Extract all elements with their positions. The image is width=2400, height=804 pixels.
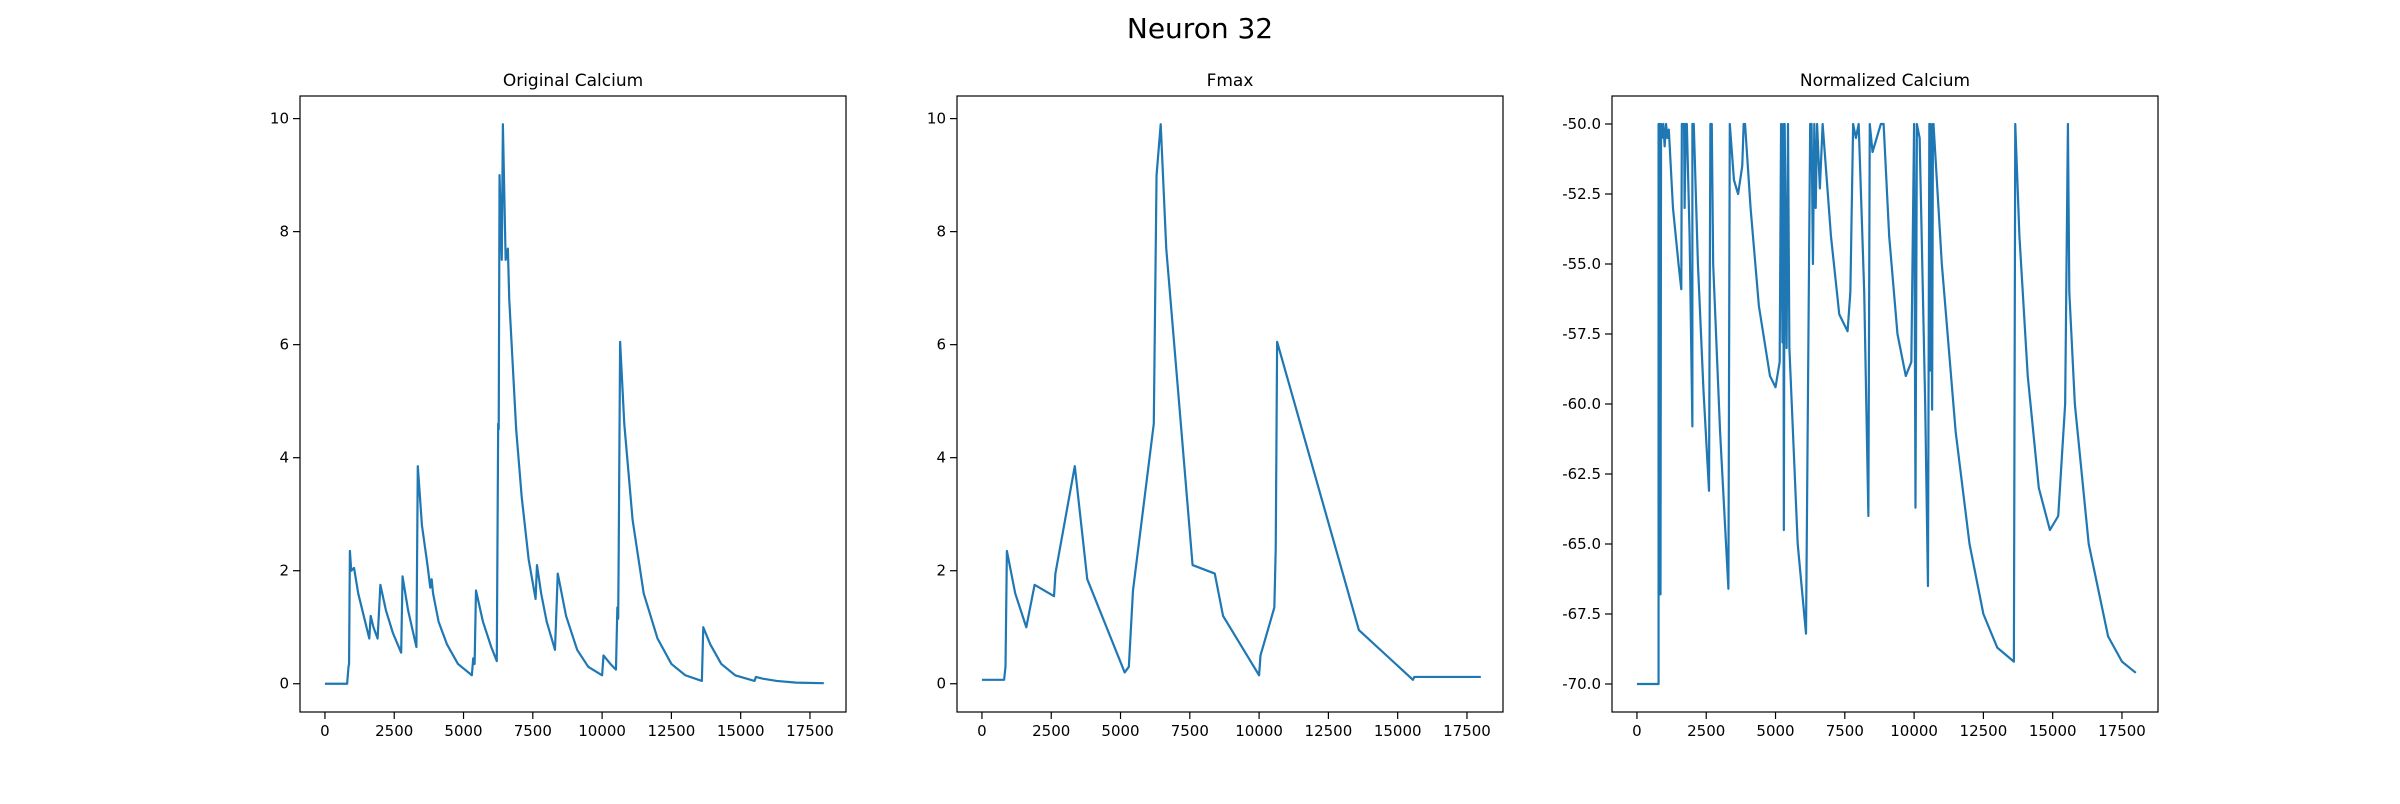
subplot-title: Original Calcium [503, 71, 643, 91]
x-tick-label: 0 [320, 722, 330, 740]
x-tick-label: 12500 [1960, 722, 2008, 740]
y-tick-label: -55.0 [1562, 255, 1601, 273]
y-tick-label: -67.5 [1562, 605, 1601, 623]
subplot-title: Fmax [1207, 71, 1254, 91]
x-tick-label: 10000 [1235, 722, 1283, 740]
y-tick-label: 10 [270, 110, 289, 128]
x-tick-label: 12500 [1305, 722, 1353, 740]
x-tick-label: 0 [977, 722, 987, 740]
x-tick-label: 7500 [1171, 722, 1209, 740]
data-line [981, 123, 1481, 681]
axes-frame [1611, 95, 2159, 713]
x-tick-label: 7500 [514, 722, 552, 740]
axes-frame [956, 95, 1504, 713]
x-tick-label: 10000 [578, 722, 626, 740]
y-tick-label: 10 [927, 110, 946, 128]
x-tick-label: 15000 [2029, 722, 2077, 740]
x-tick-label: 5000 [444, 722, 482, 740]
y-tick-label: 4 [279, 449, 289, 467]
x-tick-label: 17500 [2098, 722, 2146, 740]
x-tick-label: 7500 [1826, 722, 1864, 740]
y-tick-label: -65.0 [1562, 535, 1601, 553]
x-tick-label: 2500 [1032, 722, 1070, 740]
subplot-title: Normalized Calcium [1800, 71, 1970, 91]
y-tick-label: -50.0 [1562, 115, 1601, 133]
x-tick-label: 5000 [1756, 722, 1794, 740]
y-tick-label: -52.5 [1562, 185, 1601, 203]
x-tick-label: 15000 [1374, 722, 1422, 740]
x-tick-label: 15000 [717, 722, 765, 740]
y-tick-label: 8 [936, 223, 946, 241]
x-tick-label: 17500 [1443, 722, 1491, 740]
x-tick-label: 17500 [786, 722, 834, 740]
y-tick-label: 8 [279, 223, 289, 241]
y-tick-label: 6 [279, 336, 289, 354]
x-tick-label: 2500 [1687, 722, 1725, 740]
y-tick-label: -62.5 [1562, 465, 1601, 483]
y-tick-label: 0 [279, 675, 289, 693]
x-tick-label: 5000 [1101, 722, 1139, 740]
x-tick-label: 0 [1632, 722, 1642, 740]
x-tick-label: 12500 [648, 722, 696, 740]
y-tick-label: 4 [936, 449, 946, 467]
x-tick-label: 2500 [375, 722, 413, 740]
y-tick-label: -70.0 [1562, 675, 1601, 693]
y-tick-label: 2 [936, 562, 946, 580]
figure-title: Neuron 32 [1127, 12, 1273, 45]
y-tick-label: -60.0 [1562, 395, 1601, 413]
y-tick-label: 2 [279, 562, 289, 580]
y-tick-label: 0 [936, 675, 946, 693]
axes-frame [299, 95, 847, 713]
data-line [324, 123, 824, 685]
data-line [1636, 122, 2137, 686]
y-tick-label: 6 [936, 336, 946, 354]
y-tick-label: -57.5 [1562, 325, 1601, 343]
x-tick-label: 10000 [1890, 722, 1938, 740]
